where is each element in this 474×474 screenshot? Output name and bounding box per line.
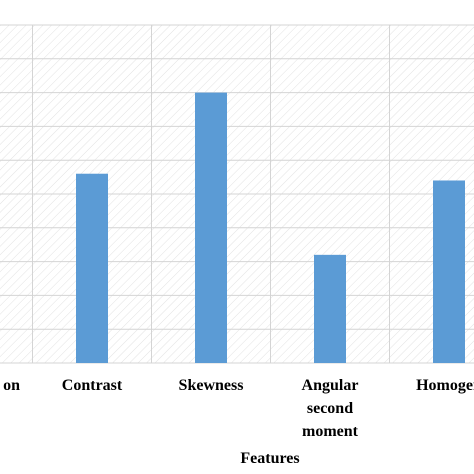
bar [433, 180, 465, 363]
bar [195, 92, 227, 363]
x-tick-label: Contrast [61, 377, 123, 394]
bar [76, 173, 108, 363]
x-tick-label: on [3, 377, 20, 394]
x-tick-label: Angular second moment [301, 377, 359, 440]
x-tick-label: Homogen [416, 377, 474, 394]
bar [314, 254, 346, 363]
x-tick-label: Skewness [178, 377, 244, 394]
x-axis-title: Features [240, 450, 300, 467]
